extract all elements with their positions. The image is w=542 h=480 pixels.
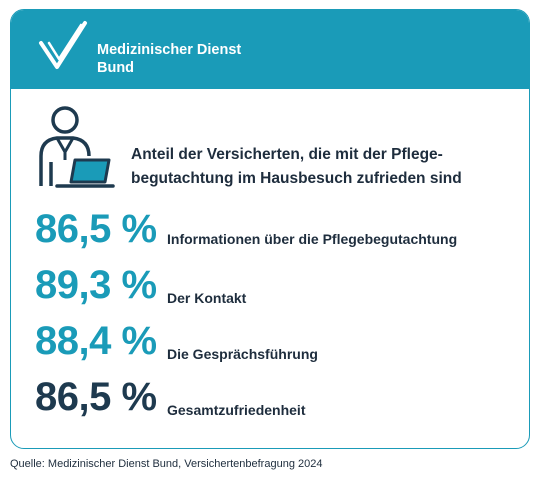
headline: Anteil der Versicherten, die mit der Pfl… bbox=[131, 143, 511, 191]
headline-line2: begutachtung im Hausbesuch zufrieden sin… bbox=[131, 170, 462, 187]
brand-name: Medizinischer Dienst Bund bbox=[97, 41, 241, 77]
stat-row: 86,5 % Gesamtzufriedenheit bbox=[35, 375, 515, 431]
checkmark-logo-icon bbox=[39, 21, 87, 69]
stat-row: 89,3 % Der Kontakt bbox=[35, 263, 515, 319]
person-laptop-icon bbox=[39, 106, 115, 188]
infographic-card: Medizinischer Dienst Bund Anteil der Ver… bbox=[10, 9, 530, 449]
stat-row: 88,4 % Die Gesprächsführung bbox=[35, 319, 515, 375]
stat-label: Gesamtzufriedenheit bbox=[167, 402, 306, 418]
stat-row: 86,5 % Informationen über die Pflegebegu… bbox=[35, 207, 515, 263]
stat-label: Informationen über die Pflegebegutachtun… bbox=[167, 231, 458, 247]
source-note: Quelle: Medizinischer Dienst Bund, Versi… bbox=[10, 458, 323, 470]
brand-name-line1: Medizinischer Dienst bbox=[97, 42, 242, 58]
stat-value: 86,5 % bbox=[35, 375, 157, 419]
brand-name-line2: Bund bbox=[97, 60, 135, 76]
stat-label: Die Gesprächsführung bbox=[167, 346, 318, 362]
stat-label: Der Kontakt bbox=[167, 290, 247, 306]
stat-value: 86,5 % bbox=[35, 207, 157, 251]
stat-value: 89,3 % bbox=[35, 263, 157, 307]
stat-value: 88,4 % bbox=[35, 319, 157, 363]
headline-line1: Anteil der Versicherten, die mit der Pfl… bbox=[131, 146, 443, 163]
header-bar: Medizinischer Dienst Bund bbox=[11, 10, 529, 89]
